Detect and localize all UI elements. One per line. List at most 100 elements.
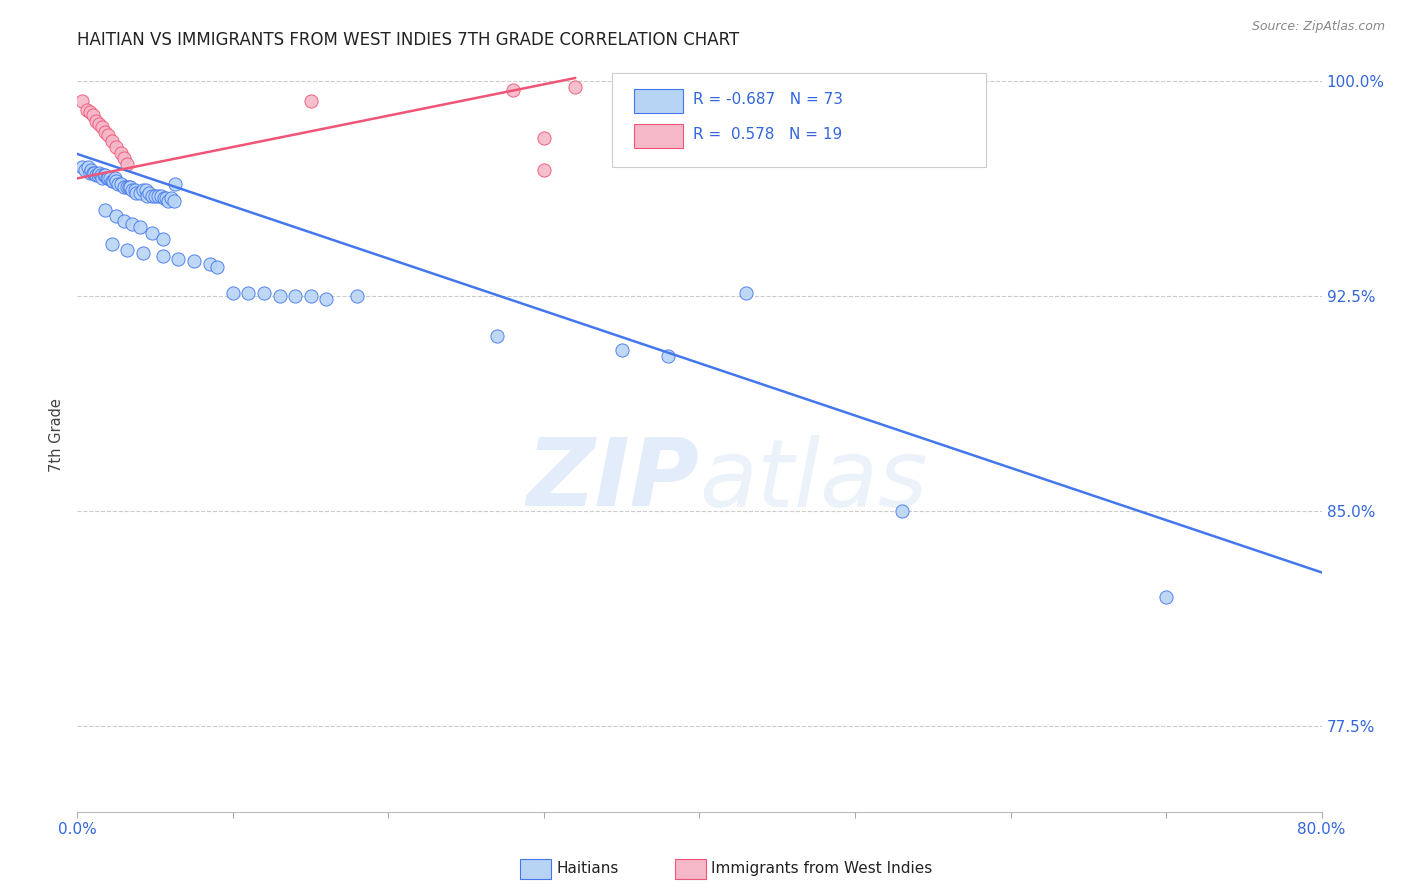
Point: [284, 289, 307, 303]
Point: [90, 169, 112, 183]
Text: R =  0.578   N = 19: R = 0.578 N = 19: [693, 128, 842, 143]
Point: [148, 188, 170, 202]
Point: [159, 191, 181, 205]
Point: [94, 202, 117, 217]
Point: [83, 166, 105, 180]
Point: [610, 343, 633, 358]
Point: [533, 162, 555, 177]
Point: [87, 117, 110, 131]
Point: [75, 162, 97, 177]
Point: [105, 209, 128, 223]
Point: [112, 214, 135, 228]
Text: HAITIAN VS IMMIGRANTS FROM WEST INDIES 7TH GRADE CORRELATION CHART: HAITIAN VS IMMIGRANTS FROM WEST INDIES 7…: [77, 31, 740, 49]
Point: [97, 171, 120, 186]
Point: [735, 285, 758, 300]
Point: [76, 103, 98, 117]
Point: [183, 254, 205, 268]
Point: [100, 174, 122, 188]
Y-axis label: 7th Grade: 7th Grade: [49, 398, 65, 472]
Point: [84, 114, 107, 128]
Point: [165, 177, 187, 191]
FancyBboxPatch shape: [634, 89, 683, 113]
Point: [657, 349, 679, 363]
Point: [564, 79, 586, 94]
Point: [82, 108, 104, 122]
Point: [94, 126, 117, 140]
Point: [79, 105, 101, 120]
Point: [502, 82, 524, 96]
Point: [118, 180, 141, 194]
Point: [128, 220, 150, 235]
FancyBboxPatch shape: [634, 124, 683, 148]
Point: [138, 186, 160, 200]
Point: [98, 171, 121, 186]
Point: [121, 217, 143, 231]
Point: [141, 188, 163, 202]
Text: ZIP: ZIP: [527, 434, 700, 526]
Point: [94, 169, 117, 183]
Point: [136, 188, 159, 202]
FancyBboxPatch shape: [613, 73, 986, 168]
Point: [153, 191, 176, 205]
Point: [105, 140, 128, 154]
Point: [135, 183, 157, 197]
Point: [105, 174, 128, 188]
Point: [115, 180, 138, 194]
Point: [533, 131, 555, 145]
Point: [198, 257, 221, 271]
Point: [156, 194, 179, 209]
Point: [155, 191, 177, 205]
Point: [115, 243, 138, 257]
Text: Source: ZipAtlas.com: Source: ZipAtlas.com: [1251, 20, 1385, 33]
Point: [207, 260, 229, 275]
Point: [152, 231, 174, 245]
Text: Immigrants from West Indies: Immigrants from West Indies: [711, 862, 932, 876]
Point: [315, 292, 337, 306]
Point: [97, 128, 120, 143]
Point: [80, 162, 103, 177]
Point: [128, 186, 150, 200]
Point: [163, 194, 186, 209]
Point: [299, 94, 322, 108]
Point: [91, 171, 114, 186]
Point: [121, 183, 143, 197]
Point: [120, 180, 142, 194]
Point: [143, 188, 166, 202]
Point: [115, 157, 138, 171]
Text: R = -0.687   N = 73: R = -0.687 N = 73: [693, 92, 844, 107]
Point: [86, 169, 108, 183]
Point: [1154, 590, 1177, 604]
Point: [84, 169, 107, 183]
Text: atlas: atlas: [700, 434, 928, 525]
Point: [238, 285, 260, 300]
Point: [141, 226, 163, 240]
Point: [124, 183, 146, 197]
Point: [101, 174, 124, 188]
Point: [152, 249, 174, 263]
Point: [79, 166, 101, 180]
Point: [87, 166, 110, 180]
Point: [112, 180, 135, 194]
Point: [100, 237, 122, 252]
Point: [82, 166, 104, 180]
Point: [70, 94, 93, 108]
Point: [77, 160, 100, 174]
Point: [104, 171, 127, 186]
Point: [93, 169, 115, 183]
Text: Haitians: Haitians: [557, 862, 619, 876]
Point: [131, 245, 153, 260]
Point: [269, 289, 291, 303]
Point: [110, 145, 132, 160]
Point: [253, 285, 276, 300]
Point: [131, 183, 153, 197]
Point: [100, 134, 122, 148]
Point: [486, 329, 509, 343]
Point: [150, 188, 173, 202]
Point: [125, 186, 148, 200]
Point: [107, 177, 129, 191]
Point: [96, 171, 118, 186]
Point: [167, 252, 190, 266]
Point: [110, 177, 132, 191]
Point: [299, 289, 322, 303]
Point: [112, 151, 135, 165]
